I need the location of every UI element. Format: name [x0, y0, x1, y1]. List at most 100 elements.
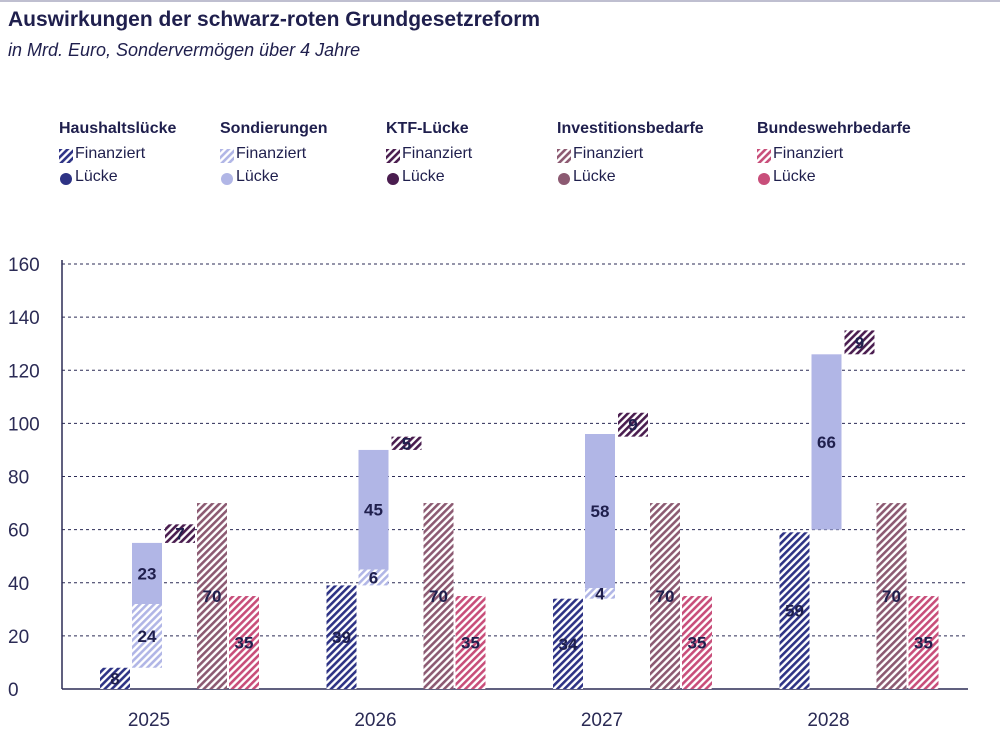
- legend-label: Finanziert: [573, 145, 644, 162]
- data-label: 4: [595, 584, 605, 603]
- bar-bundeswehr-financed: [455, 596, 486, 689]
- legend-label: Finanziert: [75, 145, 146, 162]
- legend-item-financed: Finanziert: [386, 142, 472, 165]
- legend-label: Lücke: [773, 168, 816, 185]
- y-tick-label: 120: [8, 361, 40, 382]
- data-label: 59: [785, 602, 804, 621]
- data-label: 70: [203, 587, 222, 606]
- y-tick-label: 140: [8, 308, 40, 329]
- bar-sondierungen-financed: [585, 588, 615, 599]
- y-tick-label: 100: [8, 414, 40, 435]
- legend-label: Lücke: [236, 168, 279, 185]
- legend-haushaltsluecke: Haushaltslücke Finanziert Lücke: [59, 120, 176, 188]
- y-tick-label: 40: [8, 574, 29, 595]
- bar-ktf-financed: [844, 330, 875, 355]
- y-tick-label: 60: [8, 521, 29, 542]
- data-label: 34: [559, 635, 578, 654]
- hatched-square-icon: [557, 147, 571, 163]
- top-divider: [0, 0, 1000, 2]
- data-label: 70: [429, 587, 448, 606]
- data-label: 45: [364, 501, 383, 520]
- data-label: 24: [138, 627, 157, 646]
- x-tick-label: 2025: [128, 710, 170, 731]
- data-label: 58: [591, 502, 610, 521]
- data-label: 66: [817, 433, 836, 452]
- legend-item-gap: Lücke: [220, 165, 328, 188]
- legend-bundeswehrbedarfe: Bundeswehrbedarfe Finanziert Lücke: [757, 120, 911, 188]
- data-label: 35: [914, 634, 933, 653]
- legend-title: Bundeswehrbedarfe: [757, 120, 911, 137]
- legend-label: Finanziert: [236, 145, 307, 162]
- x-tick-label: 2028: [807, 710, 849, 731]
- bar-investition-financed: [650, 503, 680, 689]
- bar-ktf-financed: [165, 524, 195, 543]
- legend-label: Lücke: [402, 168, 445, 185]
- filled-circle-icon: [59, 170, 73, 185]
- bar-bundeswehr-financed: [908, 596, 939, 689]
- data-label: 35: [461, 634, 480, 653]
- hatched-square-icon: [59, 147, 73, 163]
- legend-investitionsbedarfe: Investitionsbedarfe Finanziert Lücke: [557, 120, 704, 188]
- bar-investition-financed: [876, 503, 907, 689]
- legend-item-gap: Lücke: [386, 165, 472, 188]
- hatched-square-icon: [386, 147, 400, 163]
- data-label: 39: [332, 628, 351, 647]
- bar-haushaltsluecke-financed: [779, 532, 810, 689]
- y-tick-label: 160: [8, 255, 40, 276]
- legend-label: Finanziert: [773, 145, 844, 162]
- legend-ktf-luecke: KTF-Lücke Finanziert Lücke: [386, 120, 472, 188]
- bar-haushaltsluecke-financed: [100, 667, 130, 689]
- legend-item-gap: Lücke: [757, 165, 911, 188]
- data-label: 35: [235, 634, 254, 653]
- bar-sondierungen-gap: [585, 434, 615, 589]
- legend-item-gap: Lücke: [59, 165, 176, 188]
- bar-haushaltsluecke-financed: [326, 585, 357, 689]
- data-label: 23: [138, 564, 157, 583]
- bar-sondierungen-financed: [132, 604, 162, 668]
- bar-sondierungen-gap: [811, 354, 842, 530]
- data-label: 35: [688, 634, 707, 653]
- data-label: 9: [628, 416, 637, 435]
- legend-item-financed: Finanziert: [557, 142, 704, 165]
- filled-circle-icon: [557, 170, 571, 185]
- data-label: 8: [110, 669, 119, 688]
- filled-circle-icon: [386, 170, 400, 185]
- hatched-square-icon: [757, 147, 771, 163]
- bar-haushaltsluecke-financed: [553, 598, 583, 689]
- y-tick-label: 80: [8, 468, 29, 489]
- chart-subtitle: in Mrd. Euro, Sondervermögen über 4 Jahr…: [8, 40, 361, 60]
- bar-investition-financed: [423, 503, 454, 689]
- bar-sondierungen-financed: [358, 569, 389, 586]
- bar-investition-financed: [197, 503, 227, 689]
- bar-ktf-financed: [618, 412, 648, 437]
- bar-sondierungen-gap: [132, 542, 162, 604]
- filled-circle-icon: [220, 170, 234, 185]
- data-label: 70: [882, 587, 901, 606]
- legend-item-gap: Lücke: [557, 165, 704, 188]
- bar-bundeswehr-financed: [229, 596, 259, 689]
- data-label: 6: [369, 568, 378, 587]
- legend-label: Finanziert: [402, 145, 473, 162]
- bar-bundeswehr-financed: [682, 596, 712, 689]
- y-tick-label: 0: [8, 680, 19, 701]
- chart-title: Auswirkungen der schwarz-roten Grundgese…: [8, 8, 541, 31]
- legend-item-financed: Finanziert: [59, 142, 176, 165]
- data-label: 7: [175, 525, 184, 544]
- x-tick-label: 2026: [354, 710, 396, 731]
- data-label: 9: [855, 333, 864, 352]
- legend-item-financed: Finanziert: [757, 142, 911, 165]
- filled-circle-icon: [757, 170, 771, 185]
- legend-title: KTF-Lücke: [386, 120, 469, 137]
- data-label: 5: [402, 434, 411, 453]
- legend-label: Lücke: [75, 168, 118, 185]
- bar-sondierungen-gap: [358, 449, 389, 570]
- y-tick-label: 20: [8, 627, 29, 648]
- legend-label: Lücke: [573, 168, 616, 185]
- bar-ktf-financed: [391, 436, 422, 450]
- hatched-square-icon: [220, 147, 234, 163]
- legend-item-financed: Finanziert: [220, 142, 328, 165]
- legend-title: Sondierungen: [220, 120, 328, 137]
- x-tick-label: 2027: [581, 710, 623, 731]
- legend-title: Haushaltslücke: [59, 120, 177, 137]
